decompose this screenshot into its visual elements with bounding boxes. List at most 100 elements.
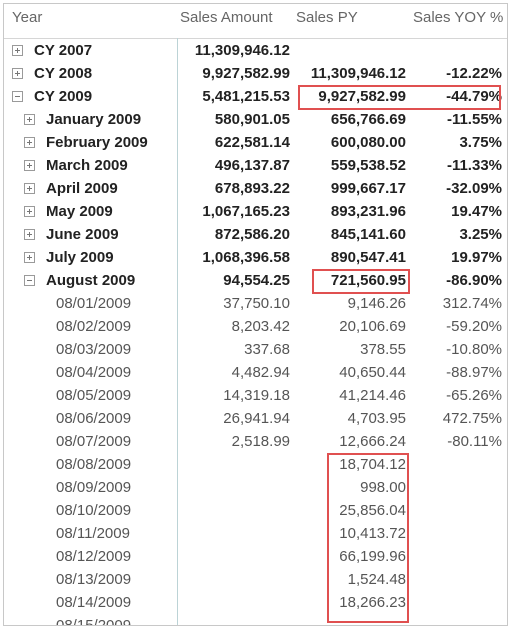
sales-py-cell: 559,538.52 bbox=[330, 157, 406, 174]
table-row: 08/06/2009 26,941.94 4,703.95 472.75% bbox=[4, 408, 507, 431]
sales-py-cell: 600,080.00 bbox=[330, 134, 406, 151]
table-row: 08/08/2009 18,704.12 bbox=[4, 454, 507, 477]
header-sales-py[interactable]: Sales PY bbox=[296, 9, 358, 26]
sales-py-cell: 998.00 bbox=[360, 479, 406, 496]
expand-icon[interactable] bbox=[24, 252, 35, 263]
sales-py-cell: 9,927,582.99 bbox=[318, 88, 406, 105]
sales-amount-cell: 94,554.25 bbox=[223, 272, 290, 289]
expand-icon[interactable] bbox=[24, 160, 35, 171]
sales-py-cell: 25,856.04 bbox=[339, 502, 406, 519]
row-label: CY 2008 bbox=[34, 65, 93, 82]
sales-yoy-cell: -44.79% bbox=[446, 88, 502, 105]
matrix-visual: Year Sales Amount Sales PY Sales YOY % C… bbox=[3, 3, 508, 626]
expand-icon[interactable] bbox=[24, 229, 35, 240]
sales-yoy-cell: 312.74% bbox=[442, 295, 502, 312]
row-label: 08/12/2009 bbox=[56, 548, 132, 565]
sales-amount-cell: 1,067,165.23 bbox=[202, 203, 290, 220]
sales-yoy-cell: 3.25% bbox=[459, 226, 502, 243]
header-sales-yoy[interactable]: Sales YOY % bbox=[413, 9, 504, 26]
sales-amount-cell: 496,137.87 bbox=[214, 157, 290, 174]
expand-icon[interactable] bbox=[12, 45, 23, 56]
table-row: 08/12/2009 66,199.96 bbox=[4, 546, 507, 569]
collapse-icon[interactable] bbox=[24, 275, 35, 286]
sales-amount-cell: 872,586.20 bbox=[214, 226, 290, 243]
table-row: CY 2009 5,481,215.53 9,927,582.99 -44.79% bbox=[4, 86, 507, 109]
collapse-icon[interactable] bbox=[12, 91, 23, 102]
row-label: 08/07/2009 bbox=[56, 433, 132, 450]
sales-py-cell: 4,703.95 bbox=[347, 410, 406, 427]
sales-amount-cell: 8,203.42 bbox=[231, 318, 290, 335]
row-label: June 2009 bbox=[46, 226, 119, 243]
sales-yoy-cell: -11.33% bbox=[446, 157, 502, 174]
row-label: February 2009 bbox=[46, 134, 148, 151]
column-divider bbox=[177, 38, 178, 625]
sales-yoy-cell: -65.26% bbox=[446, 387, 502, 404]
sales-py-cell: 999,667.17 bbox=[330, 180, 406, 197]
sales-amount-cell: 580,901.05 bbox=[214, 111, 290, 128]
sales-yoy-cell: -10.80% bbox=[446, 341, 502, 358]
sales-py-cell: 18,266.23 bbox=[339, 594, 406, 611]
row-label: 08/14/2009 bbox=[56, 594, 132, 611]
row-label: CY 2007 bbox=[34, 42, 93, 59]
header-year[interactable]: Year bbox=[12, 9, 43, 26]
sales-yoy-cell: -32.09% bbox=[446, 180, 502, 197]
table-row: January 2009 580,901.05 656,766.69 -11.55% bbox=[4, 109, 507, 132]
row-label: 08/13/2009 bbox=[56, 571, 132, 588]
table-row: May 2009 1,067,165.23 893,231.96 19.47% bbox=[4, 201, 507, 224]
sales-py-cell: 12,666.24 bbox=[339, 433, 406, 450]
sales-py-cell: 1,524.48 bbox=[347, 571, 406, 588]
row-label: May 2009 bbox=[46, 203, 113, 220]
row-label: 08/05/2009 bbox=[56, 387, 132, 404]
sales-py-cell: 9,146.26 bbox=[347, 295, 406, 312]
row-label: 08/08/2009 bbox=[56, 456, 132, 473]
sales-py-cell: 11,309,946.12 bbox=[310, 65, 406, 82]
expand-icon[interactable] bbox=[24, 114, 35, 125]
row-label: 08/01/2009 bbox=[56, 295, 132, 312]
sales-amount-cell: 622,581.14 bbox=[214, 134, 290, 151]
expand-icon[interactable] bbox=[12, 68, 23, 79]
sales-amount-cell: 9,927,582.99 bbox=[202, 65, 290, 82]
table-row: 08/14/2009 18,266.23 bbox=[4, 592, 507, 615]
table-row: 08/11/2009 10,413.72 bbox=[4, 523, 507, 546]
row-label: 08/06/2009 bbox=[56, 410, 132, 427]
sales-py-cell: 40,650.44 bbox=[339, 364, 406, 381]
table-row: March 2009 496,137.87 559,538.52 -11.33% bbox=[4, 155, 507, 178]
sales-py-cell: 41,214.46 bbox=[339, 387, 406, 404]
row-label: July 2009 bbox=[46, 249, 114, 266]
sales-amount-cell: 37,750.10 bbox=[223, 295, 290, 312]
sales-yoy-cell: 472.75% bbox=[442, 410, 502, 427]
sales-yoy-cell: -88.97% bbox=[446, 364, 502, 381]
sales-yoy-cell: 19.47% bbox=[451, 203, 502, 220]
sales-yoy-cell: -80.11% bbox=[447, 433, 502, 450]
header-sales-amount[interactable]: Sales Amount bbox=[180, 9, 273, 26]
sales-py-cell: 10,413.72 bbox=[339, 525, 406, 542]
row-label: March 2009 bbox=[46, 157, 128, 174]
sales-amount-cell: 4,482.94 bbox=[231, 364, 290, 381]
row-label: August 2009 bbox=[46, 272, 136, 289]
sales-py-cell: 890,547.41 bbox=[330, 249, 406, 266]
row-label: 08/15/2009 bbox=[56, 617, 132, 626]
sales-py-cell: 18,704.12 bbox=[339, 456, 406, 473]
sales-amount-cell: 11,309,946.12 bbox=[194, 42, 290, 59]
table-row: 08/01/2009 37,750.10 9,146.26 312.74% bbox=[4, 293, 507, 316]
table-row: 08/15/2009 bbox=[4, 615, 507, 626]
table-row: 08/09/2009 998.00 bbox=[4, 477, 507, 500]
table-row: CY 2008 9,927,582.99 11,309,946.12 -12.22% bbox=[4, 63, 507, 86]
sales-py-cell: 378.55 bbox=[360, 341, 406, 358]
sales-amount-cell: 337.68 bbox=[244, 341, 290, 358]
table-row: 08/07/2009 2,518.99 12,666.24 -80.11% bbox=[4, 431, 507, 454]
table-row: 08/13/2009 1,524.48 bbox=[4, 569, 507, 592]
sales-yoy-cell: -59.20% bbox=[446, 318, 502, 335]
expand-icon[interactable] bbox=[24, 183, 35, 194]
sales-py-cell: 656,766.69 bbox=[330, 111, 406, 128]
row-label: 08/03/2009 bbox=[56, 341, 132, 358]
expand-icon[interactable] bbox=[24, 206, 35, 217]
expand-icon[interactable] bbox=[24, 137, 35, 148]
table-row: 08/10/2009 25,856.04 bbox=[4, 500, 507, 523]
table-row: 08/02/2009 8,203.42 20,106.69 -59.20% bbox=[4, 316, 507, 339]
sales-amount-cell: 678,893.22 bbox=[214, 180, 290, 197]
sales-yoy-cell: 3.75% bbox=[459, 134, 502, 151]
sales-amount-cell: 2,518.99 bbox=[231, 433, 290, 450]
sales-py-cell: 721,560.95 bbox=[330, 272, 406, 289]
sales-py-cell: 20,106.69 bbox=[339, 318, 406, 335]
